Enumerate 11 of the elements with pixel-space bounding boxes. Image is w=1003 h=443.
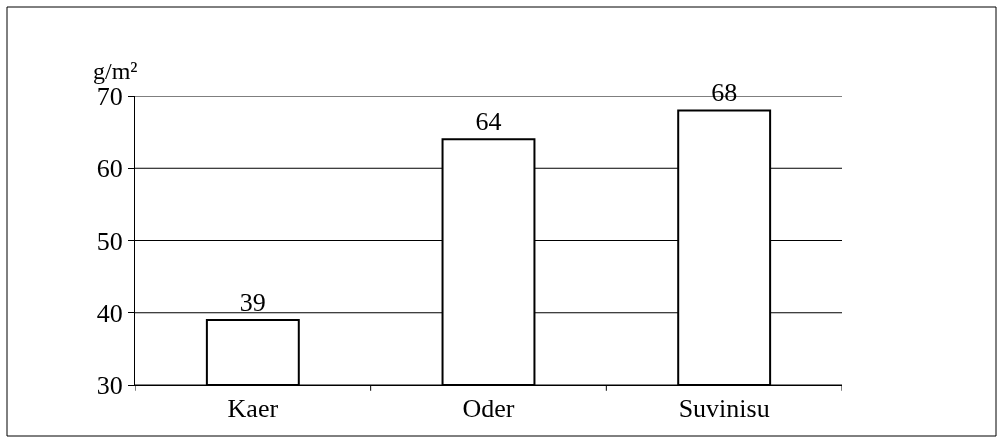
data-label: 68 bbox=[711, 78, 738, 108]
y-axis-title: g/m² bbox=[93, 58, 138, 84]
x-tick-label: Kaer bbox=[227, 394, 279, 424]
y-tick-label: 60 bbox=[96, 154, 123, 184]
y-tick-label: 40 bbox=[96, 298, 123, 328]
y-tick-label: 50 bbox=[96, 226, 123, 256]
y-tick-label: 30 bbox=[96, 371, 123, 401]
x-tick-label: Oder bbox=[462, 394, 515, 424]
data-label: 39 bbox=[239, 287, 266, 317]
data-label: 64 bbox=[475, 107, 502, 137]
x-tick-label: Suvinisu bbox=[678, 394, 770, 424]
